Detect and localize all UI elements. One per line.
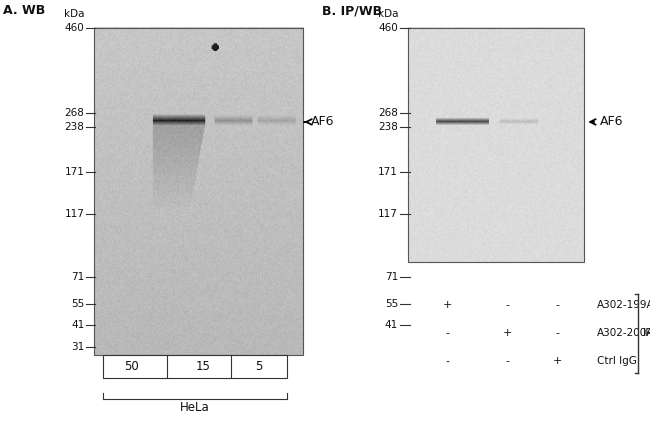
Bar: [103, 355, 287, 377]
Text: 41: 41: [385, 320, 398, 330]
Text: +: +: [552, 356, 562, 366]
Text: 31: 31: [71, 342, 84, 352]
Bar: [94, 28, 303, 355]
Text: AF6: AF6: [601, 116, 624, 128]
Text: +: +: [443, 300, 452, 310]
Text: HeLa: HeLa: [180, 401, 210, 414]
Text: 171: 171: [64, 167, 84, 177]
Text: 55: 55: [71, 299, 84, 309]
Text: B. IP/WB: B. IP/WB: [322, 4, 382, 17]
Text: 71: 71: [385, 272, 398, 282]
Text: 460: 460: [378, 23, 398, 33]
Text: -: -: [446, 356, 450, 366]
Text: A302-199A: A302-199A: [597, 300, 650, 310]
Text: 5: 5: [255, 360, 263, 373]
Text: Ctrl IgG: Ctrl IgG: [597, 356, 637, 366]
Text: 171: 171: [378, 167, 398, 177]
Text: A302-200A: A302-200A: [597, 328, 650, 338]
Text: 268: 268: [378, 108, 398, 118]
Text: AF6: AF6: [311, 116, 334, 128]
Text: kDa: kDa: [64, 9, 84, 19]
Text: IP: IP: [644, 328, 650, 338]
Text: +: +: [502, 328, 512, 338]
Text: 71: 71: [71, 272, 84, 282]
Text: 238: 238: [64, 122, 84, 132]
Text: -: -: [446, 328, 450, 338]
Text: -: -: [555, 328, 559, 338]
Text: 15: 15: [196, 360, 210, 373]
Text: 117: 117: [64, 209, 84, 219]
Text: 238: 238: [378, 122, 398, 132]
Text: A. WB: A. WB: [3, 4, 46, 17]
Text: -: -: [555, 300, 559, 310]
Text: 50: 50: [124, 360, 138, 373]
Text: -: -: [506, 300, 510, 310]
Text: 268: 268: [64, 108, 84, 118]
Text: 117: 117: [378, 209, 398, 219]
Text: 55: 55: [385, 299, 398, 309]
Bar: [408, 28, 584, 263]
Text: 460: 460: [64, 23, 84, 33]
Text: 41: 41: [71, 320, 84, 330]
Text: kDa: kDa: [378, 9, 398, 19]
Text: -: -: [506, 356, 510, 366]
